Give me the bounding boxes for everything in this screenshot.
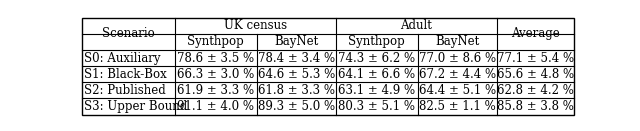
Text: 80.3 ± 5.1 %: 80.3 ± 5.1 % [339,100,415,113]
Text: S3: Upper Bound: S3: Upper Bound [84,100,188,113]
Text: 62.8 ± 4.2 %: 62.8 ± 4.2 % [497,84,573,97]
Text: 74.3 ± 6.2 %: 74.3 ± 6.2 % [339,52,415,65]
Text: S1: Black-Box: S1: Black-Box [84,68,167,81]
Text: 65.6 ± 4.8 %: 65.6 ± 4.8 % [497,68,574,81]
Text: 89.3 ± 5.0 %: 89.3 ± 5.0 % [258,100,335,113]
Text: 85.8 ± 3.8 %: 85.8 ± 3.8 % [497,100,573,113]
Text: Adult: Adult [401,19,433,32]
Text: BayNet: BayNet [274,36,319,48]
Text: S2: Published: S2: Published [84,84,166,97]
Text: Synthpop: Synthpop [188,36,244,48]
Text: 67.2 ± 4.4 %: 67.2 ± 4.4 % [419,68,496,81]
Text: 78.6 ± 3.5 %: 78.6 ± 3.5 % [177,52,254,65]
Text: UK census: UK census [224,19,287,32]
Text: 61.9 ± 3.3 %: 61.9 ± 3.3 % [177,84,254,97]
Text: 64.4 ± 5.1 %: 64.4 ± 5.1 % [419,84,496,97]
Text: Scenario: Scenario [102,27,155,40]
Text: 63.1 ± 4.9 %: 63.1 ± 4.9 % [339,84,415,97]
Text: Average: Average [511,27,559,40]
Text: 78.4 ± 3.4 %: 78.4 ± 3.4 % [258,52,335,65]
Text: 61.8 ± 3.3 %: 61.8 ± 3.3 % [258,84,335,97]
Text: 82.5 ± 1.1 %: 82.5 ± 1.1 % [419,100,496,113]
Text: 66.3 ± 3.0 %: 66.3 ± 3.0 % [177,68,255,81]
Text: 91.1 ± 4.0 %: 91.1 ± 4.0 % [177,100,254,113]
Text: 64.1 ± 6.6 %: 64.1 ± 6.6 % [339,68,415,81]
Text: S0: Auxiliary: S0: Auxiliary [84,52,161,65]
Text: Synthpop: Synthpop [348,36,405,48]
Text: 77.1 ± 5.4 %: 77.1 ± 5.4 % [497,52,574,65]
Text: 64.6 ± 5.3 %: 64.6 ± 5.3 % [258,68,335,81]
Text: 77.0 ± 8.6 %: 77.0 ± 8.6 % [419,52,496,65]
Text: BayNet: BayNet [435,36,479,48]
